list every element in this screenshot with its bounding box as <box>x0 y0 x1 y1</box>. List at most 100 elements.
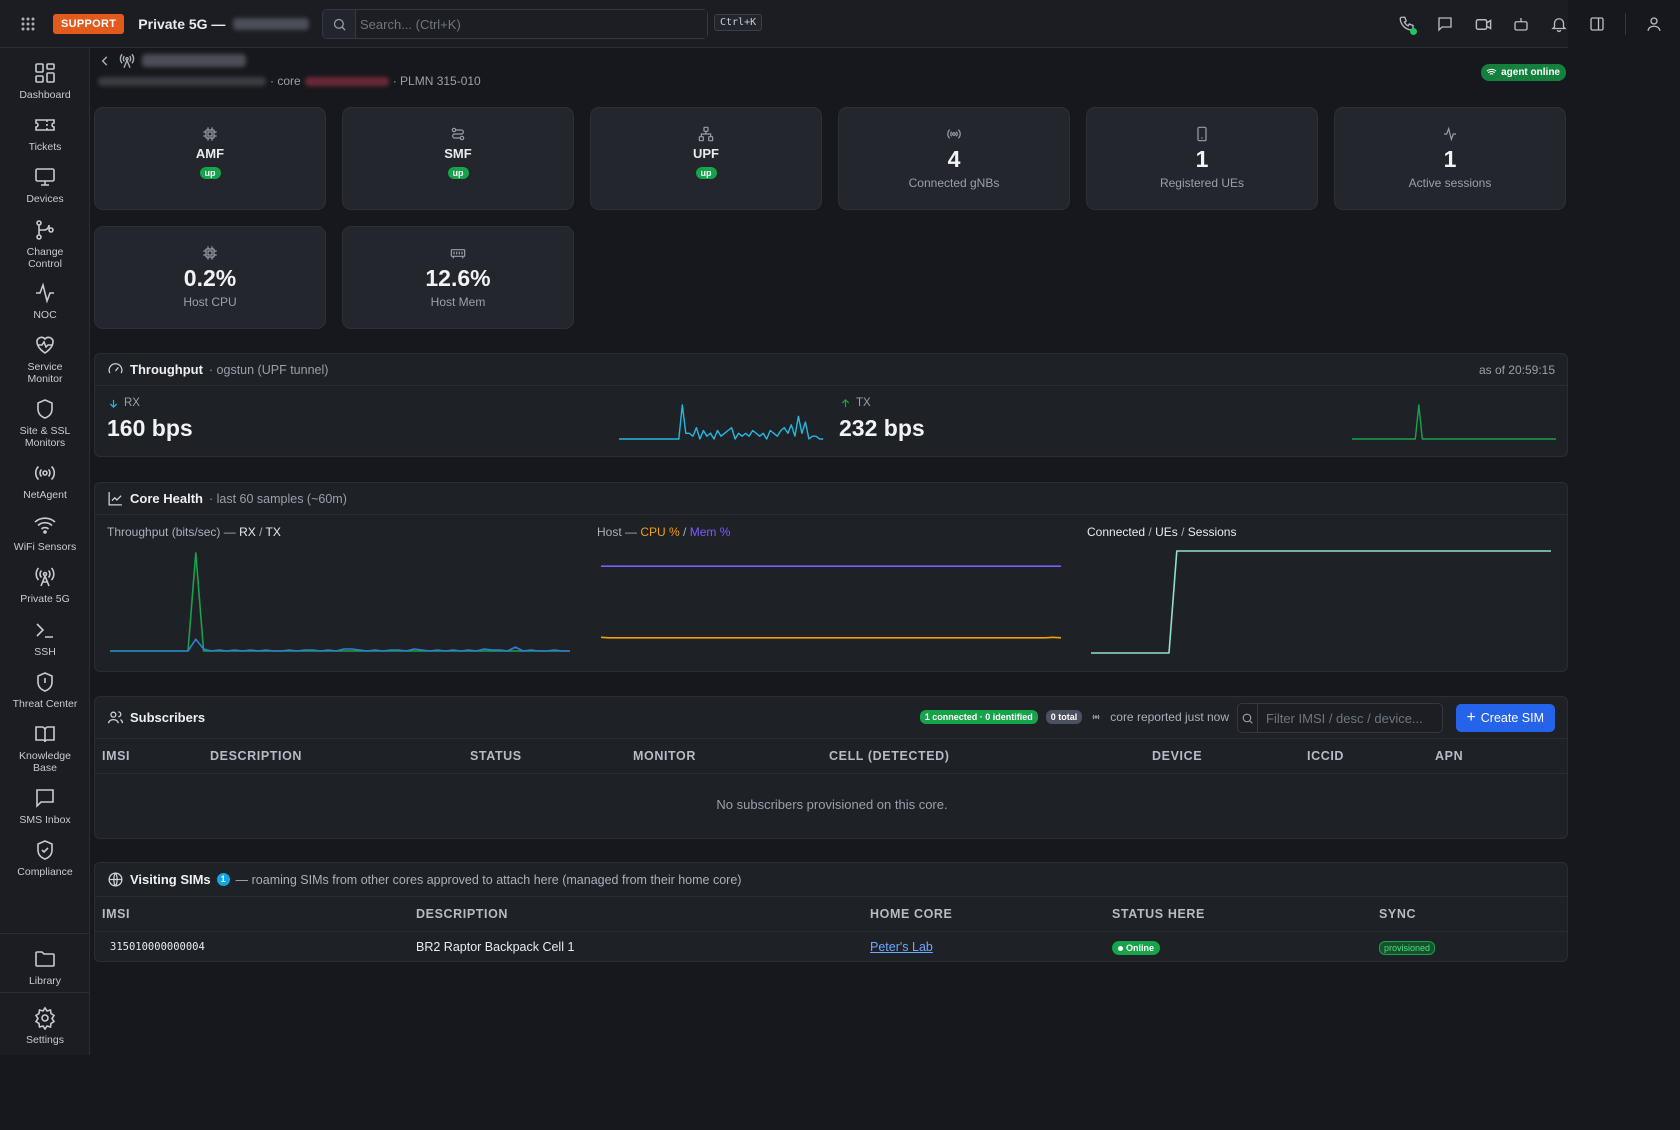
sidebar-item-dashboard[interactable]: Dashboard <box>0 61 90 101</box>
column-header[interactable]: APN <box>1435 748 1464 763</box>
sidebar-item-devices[interactable]: Devices <box>0 165 90 205</box>
filter-input[interactable] <box>1258 710 1442 726</box>
status-dot <box>1118 946 1123 952</box>
video-icon[interactable] <box>1471 12 1495 36</box>
status-badge: up <box>199 167 221 179</box>
legend-tx: TX <box>265 525 281 539</box>
sidebar-item-library[interactable]: Library <box>0 947 90 987</box>
series-line-connected <box>1091 550 1551 654</box>
legend-sep: / <box>1181 525 1185 539</box>
apps-grid-icon[interactable] <box>15 11 41 37</box>
sidebar-item-site-ssl-monitors[interactable]: Site & SSL Monitors <box>0 397 90 449</box>
user-icon[interactable] <box>1642 12 1666 36</box>
sidebar-item-service-monitor[interactable]: Service Monitor <box>0 333 90 385</box>
core-health-header: Core Health · last 60 samples (~60m) <box>95 483 1567 515</box>
arrow-down-icon <box>109 399 118 408</box>
sidebar-item-settings[interactable]: Settings <box>0 1006 90 1046</box>
column-header[interactable]: IMSI <box>102 906 131 921</box>
home-core-link[interactable]: Peter's Lab <box>870 940 933 955</box>
column-header[interactable]: STATUS HERE <box>1112 906 1205 921</box>
column-header[interactable]: SYNC <box>1379 906 1417 921</box>
shield-check-icon <box>33 838 57 862</box>
rx-sparkline <box>619 404 823 440</box>
create-sim-button[interactable]: + Create SIM <box>1456 704 1555 732</box>
column-header[interactable]: HOME CORE <box>870 906 953 921</box>
sidebar-item-compliance[interactable]: Compliance <box>0 838 90 878</box>
app-title: Private 5G — <box>138 15 226 32</box>
chat-icon[interactable] <box>1433 12 1457 36</box>
chart-title-throughput: Throughput (bits/sec) — RX / TX <box>107 525 281 539</box>
topbar-actions <box>1395 12 1666 36</box>
cell-description: BR2 Raptor Backpack Cell 1 <box>416 940 575 955</box>
sidebar-item-threat-center[interactable]: Threat Center <box>0 670 90 710</box>
sidebar-item-netagent[interactable]: NetAgent <box>0 461 90 501</box>
column-header[interactable]: DEVICE <box>1152 748 1203 763</box>
activity-icon <box>1442 126 1458 142</box>
card-upf: UPF up <box>590 107 822 210</box>
rx-value: 160 bps <box>107 415 193 441</box>
users-icon <box>107 709 124 726</box>
legend-sessions: Sessions <box>1187 525 1237 539</box>
wifi-icon <box>1486 68 1497 75</box>
column-header[interactable]: STATUS <box>470 748 522 763</box>
cpu-chip-icon <box>202 245 218 261</box>
sidebar-divider <box>0 992 90 993</box>
tx-label: TX <box>840 397 871 409</box>
table-header-row: IMSI DESCRIPTION STATUS MONITOR CELL (DE… <box>95 739 1567 773</box>
legend-sep: / <box>259 525 263 539</box>
phone-icon[interactable] <box>1395 12 1419 36</box>
antenna-icon <box>118 52 136 70</box>
sidebar-item-noc[interactable]: NOC <box>0 281 90 321</box>
card-smf: SMF up <box>342 107 574 210</box>
sidebar-item-knowledge-base[interactable]: Knowledge Base <box>0 722 90 774</box>
throughput-panel: Throughput · ogstun (UPF tunnel) as of 2… <box>94 353 1568 457</box>
column-header[interactable]: DESCRIPTION <box>210 748 303 763</box>
search-icon <box>1238 704 1258 732</box>
column-header[interactable]: ICCID <box>1307 748 1345 763</box>
column-header[interactable]: MONITOR <box>633 748 696 763</box>
sidebar-item-ssh[interactable]: SSH <box>0 618 90 658</box>
card-value: 0.2% <box>183 265 237 291</box>
back-chevron-icon[interactable] <box>98 54 112 68</box>
column-header[interactable]: IMSI <box>102 748 131 763</box>
table-row[interactable]: 315010000000004 BR2 Raptor Backpack Cell… <box>95 931 1567 963</box>
core-health-panel: Core Health · last 60 samples (~60m) Thr… <box>94 482 1568 672</box>
search-input[interactable] <box>355 10 707 38</box>
sidebar-item-label: NOC <box>33 309 57 321</box>
network-icon <box>698 126 714 142</box>
redacted-core-name <box>142 54 246 67</box>
search-icon <box>323 17 355 32</box>
sidebar-item-label: Devices <box>26 193 64 205</box>
column-header[interactable]: DESCRIPTION <box>416 906 509 921</box>
table-header-row: IMSI DESCRIPTION HOME CORE STATUS HERE S… <box>95 897 1567 931</box>
search-shortcut: Ctrl+K <box>714 14 763 31</box>
radio-icon <box>33 461 57 485</box>
legend-connected: Connected <box>1087 525 1146 539</box>
support-badge[interactable]: SUPPORT <box>53 13 125 34</box>
card-value: 1 <box>1195 146 1209 172</box>
card-host-cpu: 0.2% Host CPU <box>94 226 326 329</box>
card-value: 1 <box>1443 146 1457 172</box>
dashboard-icon <box>33 61 57 85</box>
bell-icon[interactable] <box>1547 12 1571 36</box>
chart-title-prefix: Host — <box>597 525 638 539</box>
panel-toggle-icon[interactable] <box>1585 12 1609 36</box>
legend-sep: / <box>1148 525 1152 539</box>
total-count-badge: 0 total <box>1045 710 1083 724</box>
sidebar-item-private-5g[interactable]: Private 5G <box>0 565 90 605</box>
column-header[interactable]: CELL (DETECTED) <box>829 748 950 763</box>
card-name: UPF <box>693 146 719 161</box>
core-health-title: Core Health <box>130 491 203 506</box>
sidebar-item-wifi-sensors[interactable]: WiFi Sensors <box>0 513 90 553</box>
connected-chart <box>1091 550 1551 654</box>
sidebar-item-tickets[interactable]: Tickets <box>0 113 90 153</box>
sidebar-item-sms-inbox[interactable]: SMS Inbox <box>0 786 90 826</box>
bot-icon[interactable] <box>1509 12 1533 36</box>
rx-label: RX <box>108 397 140 409</box>
phone-status-dot <box>1410 28 1417 35</box>
visiting-subtitle: — roaming SIMs from other cores approved… <box>235 872 742 887</box>
rx-label-text: RX <box>124 397 140 409</box>
cell-home-core: Peter's Lab <box>863 931 1105 963</box>
card-name: AMF <box>195 146 225 161</box>
sidebar-item-change-control[interactable]: Change Control <box>0 218 90 270</box>
